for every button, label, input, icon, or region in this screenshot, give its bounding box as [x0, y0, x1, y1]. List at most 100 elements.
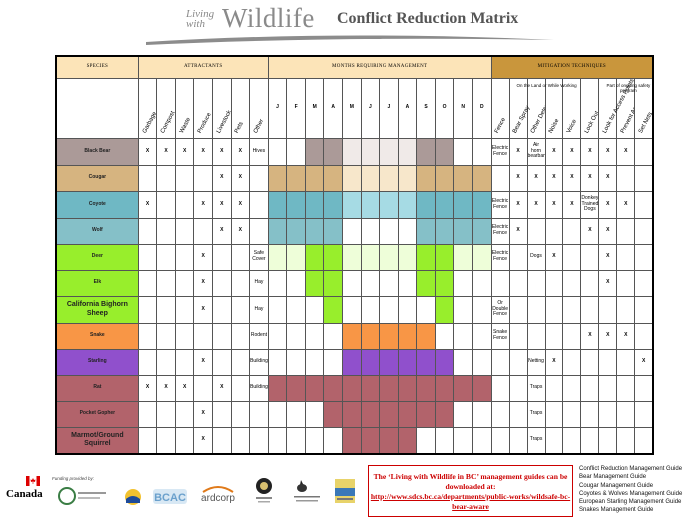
month-cell [397, 426, 418, 455]
mitigation-cell [580, 374, 600, 402]
funding-label: Funding provided by: [52, 476, 95, 481]
species-name: Starling [55, 348, 139, 376]
month-cell [397, 269, 418, 297]
mitigation-header: Noise [544, 77, 564, 139]
month-cell [342, 269, 362, 297]
conflict-matrix-table: SPECIES ATTRACTANTS MONTHS REQUIRING MANAG… [55, 55, 654, 455]
attractant-cell [174, 164, 195, 192]
attractant-cell [230, 269, 251, 297]
attractant-cell [156, 426, 176, 455]
month-cell [434, 295, 455, 324]
svg-text:ardcorp: ardcorp [201, 493, 235, 504]
mitigation-cell: X [598, 164, 618, 192]
month-cell [379, 164, 399, 192]
month-cell [416, 295, 436, 324]
mitigation-cell: X [634, 348, 654, 376]
mitigation-cell [634, 243, 654, 271]
mitigation-cell [562, 269, 582, 297]
attractant-cell: X [137, 137, 158, 166]
month-cell [397, 295, 418, 324]
attractant-header: Pets [230, 77, 251, 139]
month-cell [416, 137, 436, 166]
month-cell [342, 400, 362, 428]
month-cell [267, 269, 288, 297]
species-name: Elk [55, 269, 139, 297]
svg-text:BCAC: BCAC [154, 492, 186, 504]
attractant-header: Other [249, 77, 269, 139]
download-link[interactable]: http://www.sdcs.bc.ca/departments/public… [370, 492, 571, 511]
attractant-cell: X [193, 137, 213, 166]
month-cell [471, 400, 492, 428]
month-cell [453, 374, 473, 402]
attractant-cell [156, 217, 176, 245]
mitigation-cell [580, 400, 600, 428]
month-cell [471, 295, 492, 324]
month-cell [453, 348, 473, 376]
month-cell [286, 269, 306, 297]
month-cell [416, 243, 436, 271]
mitigation-header: Other Deterrents [526, 77, 546, 139]
attractant-cell [137, 295, 158, 324]
mitigation-cell: Air horn bearbanger [526, 137, 546, 166]
mitigation-cell [544, 426, 564, 455]
attractant-label: Livestock [215, 109, 232, 135]
species-name: Wolf [55, 217, 139, 245]
month-cell [267, 374, 288, 402]
month-cell [286, 348, 306, 376]
attractant-cell [156, 295, 176, 324]
month-cell [434, 217, 455, 245]
mitigation-cell [508, 374, 528, 402]
mitigation-cell [544, 269, 564, 297]
species-name: Cougar [55, 164, 139, 192]
group-header-row: SPECIES ATTRACTANTS MONTHS REQUIRING MANAG… [55, 55, 654, 79]
attractant-cell [193, 322, 213, 350]
attractant-cell [137, 164, 158, 192]
month-cell [471, 269, 492, 297]
mitigation-cell: Electric Fence [490, 190, 510, 219]
group-header-species: SPECIES [55, 55, 139, 79]
funder-logo-4 [254, 476, 274, 504]
brand-wordmark: Wildlife [222, 3, 315, 33]
month-cell [323, 269, 343, 297]
month-cell [323, 400, 343, 428]
month-cell [397, 348, 418, 376]
month-cell [286, 243, 306, 271]
mitigation-cell: X [508, 164, 528, 192]
month-cell [453, 269, 473, 297]
attractant-label: Compost [159, 110, 176, 135]
swoosh-decoration [146, 35, 554, 45]
month-cell [397, 374, 418, 402]
mitigation-cell: X [616, 190, 636, 219]
species-row: Deer X Safe Cover Electric Fence Dogs X X [55, 243, 654, 271]
month-cell [471, 243, 492, 271]
attractant-cell: Rodent [249, 322, 269, 350]
funder-logo-6 [334, 478, 356, 504]
mitigation-header: Lock Out [580, 77, 600, 139]
month-cell [471, 426, 492, 455]
attractant-cell [174, 217, 195, 245]
species-name: Deer [55, 243, 139, 271]
attractant-cell: X [156, 137, 176, 166]
mitigation-cell: X [598, 137, 618, 166]
mitigation-cell: X [598, 269, 618, 297]
mitigation-cell [634, 400, 654, 428]
attractant-cell [156, 348, 176, 376]
mitigation-cell [544, 400, 564, 428]
month-cell [397, 190, 418, 219]
mitigation-cell [508, 269, 528, 297]
mitigation-cell [634, 190, 654, 219]
species-name: California Bighorn Sheep [55, 295, 139, 324]
attractant-label: Produce [197, 111, 213, 135]
attractant-cell [137, 269, 158, 297]
download-info-box: The ‘Living with Wildlife in BC’ managem… [368, 465, 573, 517]
month-cell [416, 217, 436, 245]
month-cell [342, 137, 362, 166]
attractant-cell [230, 295, 251, 324]
mitigation-cell: Traps [526, 374, 546, 402]
mitigation-cell [634, 164, 654, 192]
page-footer: Canada Funding provided by: BCAC ardcorp… [0, 462, 700, 523]
mitigation-cell [490, 348, 510, 376]
month-cell [342, 374, 362, 402]
attractant-cell: X [137, 190, 158, 219]
attractant-cell [174, 295, 195, 324]
